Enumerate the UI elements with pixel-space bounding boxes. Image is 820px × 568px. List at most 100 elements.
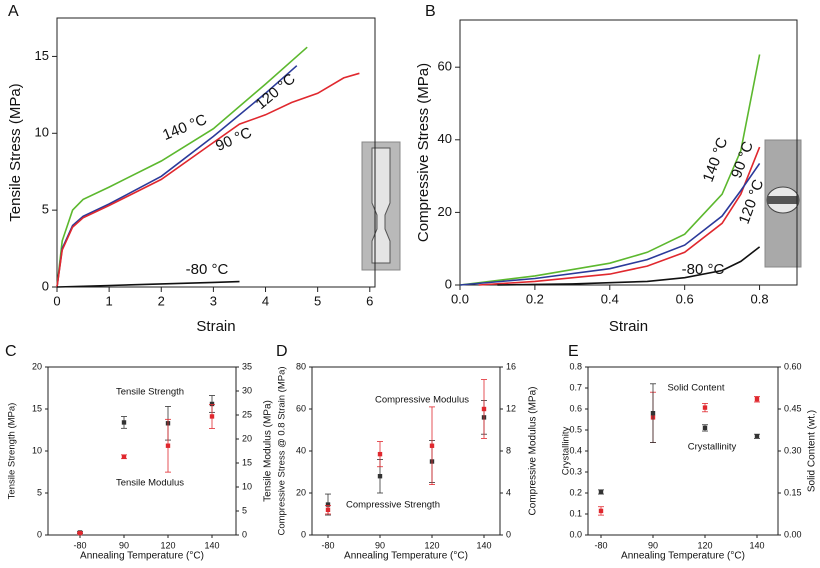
series-label: 140 °C [160,111,209,144]
x-tick-label: 140 [749,540,764,550]
y-tick-label: 60 [438,59,452,74]
y-tick-label: 40 [296,445,306,455]
y-tick-label: 0 [42,278,49,293]
data-point [598,508,604,514]
x-tick-label: 0.6 [676,291,694,306]
x-tick-label: 5 [314,293,321,308]
x-axis-title: Annealing Temperature (°C) [80,551,204,562]
y2-tick-label: 0.00 [784,529,802,539]
data-line [56,46,308,288]
series-label: Solid Content [667,383,724,394]
x-tick-label: 2 [158,293,165,308]
inset-a [361,141,401,271]
x-tick-label: 3 [210,293,217,308]
data-point [121,454,127,459]
series-label: Compressive Strength [346,500,440,511]
data-point [209,401,215,407]
y-tick-label: 0 [37,529,42,539]
data-line [459,54,761,286]
series-label: 120 °C [253,70,299,113]
y2-tick-label: 25 [242,409,252,419]
y2-axis-title: Compressive Modulus (MPa) [528,387,539,516]
y2-tick-label: 10 [242,481,252,491]
series-label: Compressive Modulus [375,395,469,406]
data-line [478,146,761,286]
x-tick-label: 90 [119,540,129,550]
series-label: -80 °C [682,261,725,278]
data-point [77,530,83,536]
series-label: Tensile Strength [116,387,184,398]
data-line [56,72,360,288]
y-tick-label: 0.3 [569,466,582,476]
y-tick-label: 20 [296,487,306,497]
x-tick-label: 140 [204,540,219,550]
y2-axis-title: Tensile Modulus (MPa) [263,400,274,502]
x-tick-label: 0 [53,293,60,308]
series-label: 140 °C [700,135,732,184]
x-tick-label: 90 [375,540,385,550]
x-tick-label: 0.4 [601,291,619,306]
y2-tick-label: 15 [242,457,252,467]
y-axis-title: Compressive Stress (MPa) [415,63,432,242]
panel-letter: D [276,343,288,360]
y2-tick-label: 0.30 [784,445,802,455]
y-axis-title: Compressive Stress @ 0.8 Strain (MPa) [277,366,288,535]
y-tick-label: 0.8 [569,361,582,371]
x-tick-label: 0.0 [451,291,469,306]
x-axis-title: Strain [196,318,235,335]
x-tick-label: 120 [424,540,439,550]
y-axis-title: Tensile Strength (MPa) [7,403,18,500]
panel-letter: E [568,343,579,360]
y-tick-label: 0.5 [569,424,582,434]
data-point [754,434,760,439]
y-tick-label: 15 [32,403,42,413]
data-line [459,162,761,286]
data-point [165,443,171,448]
x-tick-label: -80 [321,540,334,550]
y-tick-label: 0.4 [569,445,582,455]
x-axis-title: Annealing Temperature (°C) [344,551,468,562]
y-tick-label: 0.7 [569,382,582,392]
data-point [481,406,487,412]
y2-tick-label: 8 [506,445,511,455]
series-label: 120 °C [736,177,768,226]
x-tick-label: 1 [106,293,113,308]
y2-tick-label: 20 [242,433,252,443]
y2-tick-label: 0.60 [784,361,802,371]
y2-tick-label: 5 [242,505,247,515]
y2-tick-label: 0.45 [784,403,802,413]
y-tick-label: 0.0 [569,529,582,539]
y-tick-label: 0.1 [569,508,582,518]
y-tick-label: 60 [296,403,306,413]
data-point [377,474,383,479]
x-axis-title: Annealing Temperature (°C) [621,551,745,562]
y2-tick-label: 0 [242,529,247,539]
y-tick-label: 5 [42,202,49,217]
x-axis-title: Strain [609,318,648,335]
x-tick-label: 120 [697,540,712,550]
y-tick-label: 0.2 [569,487,582,497]
data-line [497,246,761,286]
series-label: -80 °C [186,261,229,278]
x-tick-label: -80 [594,540,607,550]
data-point [754,397,760,402]
y2-axis-title: Solid Content (wt.) [807,410,818,492]
x-tick-label: 90 [648,540,658,550]
data-point [598,489,604,495]
plot-frame [56,17,376,288]
x-tick-label: -80 [73,540,86,550]
plot-frame [459,19,798,286]
panel-letter: B [425,3,436,20]
y-tick-label: 80 [296,361,306,371]
y-tick-label: 0.6 [569,403,582,413]
x-tick-label: 6 [366,293,373,308]
y2-tick-label: 0 [506,529,511,539]
y2-tick-label: 4 [506,487,511,497]
series-label: Crystallinity [688,442,737,453]
y-tick-label: 20 [438,204,452,219]
data-point [429,443,435,448]
panel-letter: C [5,343,17,360]
y-tick-label: 0 [301,529,306,539]
y-tick-label: 5 [37,487,42,497]
